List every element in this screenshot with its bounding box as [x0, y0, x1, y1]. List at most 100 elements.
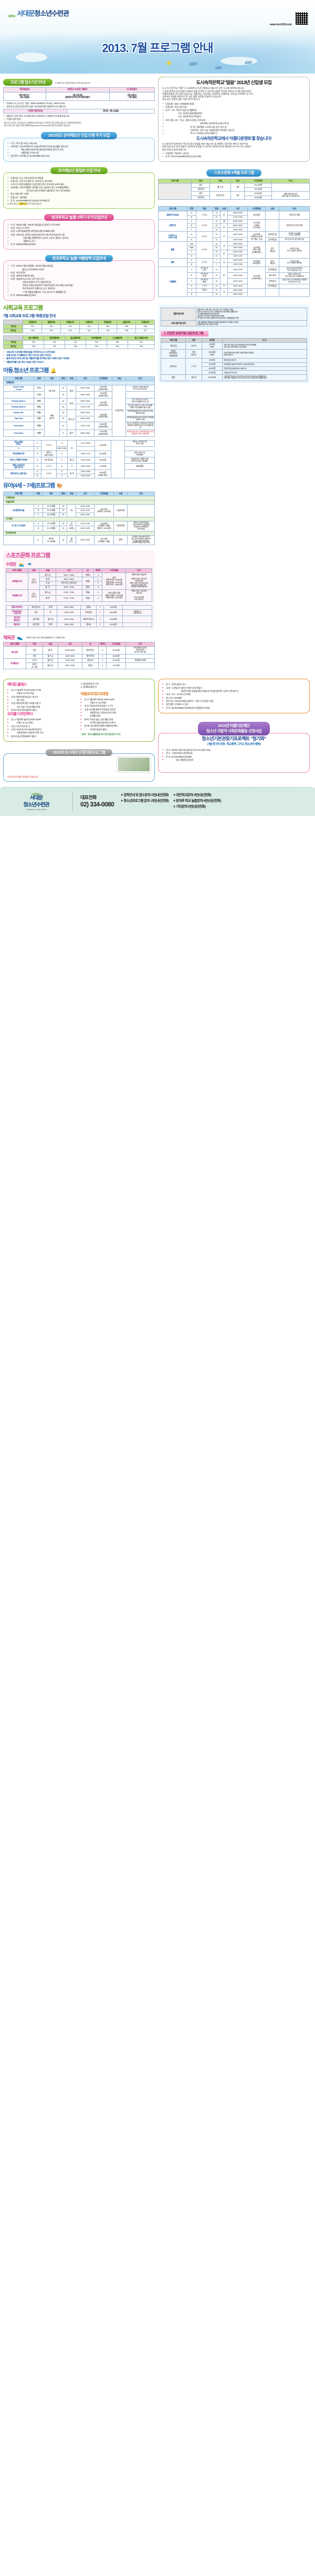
col-fee: 수강료(원) — [93, 491, 114, 497]
cell: 40,000원 — [94, 450, 112, 458]
col-weekly: 회(주) — [93, 568, 103, 574]
cell: 7/06 — [135, 324, 155, 330]
school-icon: 🔔 — [50, 367, 57, 373]
youa-recruit-section: 2013년도 유아체능단 신입 단원 추가 모집 — [3, 132, 155, 139]
fish-icon: 🐟 — [27, 562, 32, 566]
cell: 누구나 — [40, 439, 57, 451]
cook-menu-list: 3. 절임&통살르크라 4. 잡채밥&제란국 — [81, 682, 151, 688]
cell: 3 — [98, 653, 107, 659]
cell: 8 — [56, 469, 68, 475]
cell: 성인여성 — [27, 616, 45, 623]
col-target: 대상 — [191, 178, 210, 183]
cell: 8 — [56, 439, 68, 447]
cell: 7/03 — [106, 340, 128, 345]
table-group-row: 자기표현 — [3, 516, 155, 522]
cell: 아동 청소년 — [185, 349, 202, 359]
neulpum2-item: 기 간 : 2013년 3월 ~ 2014년 2월 (월~금 방과후~오후 6:… — [7, 223, 151, 227]
social-edu-section: 사회교육 프로그램 — [3, 305, 155, 312]
cell: 목 — [220, 288, 228, 297]
table-row: B 8 15:00~15:50 — [3, 446, 155, 451]
col-program: 프로그램명 — [6, 568, 28, 574]
badge-line-2: 청소년 자발적 사회문화활동 선정사업 — [206, 728, 262, 733]
footer-menu-item[interactable]: 방과후 학교 늘품문의-4번(내선전화) — [174, 799, 221, 803]
item: (2개월 과정) — [81, 714, 151, 717]
cell: *성인 새벽,저녁A : 45,000원 새벽,저녁B : 42,000원 새벽… — [102, 573, 126, 590]
bottom-right-column: 장 소 : 강화나들길 7코스 내 용 : 디지털기기 줄이기 위한 규칙 만들… — [158, 677, 310, 773]
table-row: 뮤직줄넘기 누구나 월,수,금 15:00~15:50 줄넘기A 3 42,00… — [3, 658, 155, 670]
reception-section: 프로그램 접수기간 안내 ※ 아래의 접수기간에는 평일 20시까지 접수 받습… — [3, 79, 155, 86]
footer-menu-item[interactable]: 기타문의-5번(내선전화) — [174, 805, 221, 809]
cell: 30,000원 (교재비 별도) — [247, 266, 266, 289]
col-program: 프로그램명 — [3, 641, 27, 647]
cell: A — [33, 504, 43, 509]
cell: 레벨5 — [33, 421, 45, 431]
cell: 월,수,금 — [39, 573, 56, 578]
logo-name-1: 서대문 — [17, 9, 35, 17]
footer-menu-item[interactable]: 청소년프로그램 문의 -2번(내선전화) — [121, 799, 169, 803]
ns-item: 기 간 : 2013년 7월 22일(월) ~ 2013년 8월 16일(금) — [7, 264, 151, 268]
cell: 가정, 학교, 학습, 집구관계 문제의 정서적 어려움을 겪는 청소년 (위기… — [222, 342, 308, 350]
footer-menu-item[interactable]: 대안학교문의-3번(내선전화) — [174, 793, 221, 798]
cell: 10 — [212, 223, 221, 228]
cell: 15 — [59, 391, 67, 398]
table-row: 종강일 7/28 7/22 7/23 7/24 7/25 7/26 7/27 — [3, 329, 155, 334]
youa-recruit-item: 체능교육(수영,인라인,발레,유아체육), 방과 후 교육 — [7, 148, 151, 151]
cell: 175,000원 (교재비 별도) — [93, 430, 113, 437]
item: 영어회화, 성교육/의사소통 교육 등 — [162, 122, 306, 125]
cell: 32~40개월 — [42, 508, 60, 513]
cell: 7/24 — [79, 329, 99, 334]
cell: 마음이 따뜻해지는 미술테라피 — [160, 349, 186, 359]
cell: 10:00~10:50 — [227, 250, 248, 255]
social-edu-table-2: 월,수(월8회) 월,목(월8회) 월,금(월8회) 화,목(월8회) 수,금(… — [3, 335, 155, 350]
bottom-columns: 베이킹 클래스 일 시: 7월 매주 토요일 15:00~17:00 (7월 6… — [3, 677, 312, 782]
cell: 응목근구 일 육신독상한 스턴지 과정의 교구를 통해 아이들의 소근육활동적 … — [127, 520, 155, 531]
footer-menu-item[interactable]: 강좌안내 및 접수문의-1번(내선전화) — [121, 793, 169, 798]
cell: B — [186, 292, 196, 297]
label: 강좌안내 및 접수문의-1번(내선전화) — [123, 793, 169, 797]
cell: Bass — [186, 246, 196, 251]
table-row: 가임여성 113,000원 — [159, 195, 310, 200]
col-class: 반명 — [33, 491, 43, 497]
qr-code-icon[interactable] — [295, 12, 309, 25]
table-row: 심리검사 누구나 5,000원 문장완성검사(SCT) — [160, 357, 308, 375]
cell-room: 음악예능실 — [265, 237, 280, 242]
cell: 19:30~20:20 — [227, 284, 248, 289]
youthday-badge: 2013년 유스데이 운영지원프로그램 — [45, 749, 113, 757]
foundation-card: 청소년기본권찾기프로젝트 "청기와" (7월 청기와 포럼 - 학교폭력, 그리… — [158, 732, 310, 773]
table-row: 개강일 7/07 7/01 7/02 7/03 7/04 7/05 7/06 — [3, 324, 155, 330]
activity-photo — [117, 757, 151, 773]
col-lesson: 강습 — [230, 178, 245, 183]
youa-allday-item: 교육내용 : 자유선택활동 / 영역별 수업 / 성장요가 및 스포츠활동(예정… — [7, 186, 151, 189]
counsel-title: 1. 건강한 성장지원 상담프로그램 — [161, 331, 209, 336]
item: 청소년활동팀 정성욱 — [162, 759, 306, 761]
cell-room: 오감만족실 — [112, 384, 127, 437]
cell: 수 — [220, 231, 228, 242]
cell: 10:10~10:50 — [76, 535, 94, 546]
col-monthu: 월,목(월8회) — [44, 335, 66, 341]
cell: 14:00~14:50 — [57, 609, 81, 617]
col-time: 시간 — [57, 641, 82, 647]
cell: 레벨3 — [33, 410, 45, 416]
sports3m-section: 스포츠문화 3개월 프로그램 — [158, 169, 310, 177]
gym-table: 프로그램명 대상 요일 시간 반 회(주) 수강료(원) 비고 배드민턴 성인 … — [3, 641, 155, 670]
item: 프로그램 소개 : - 학 습 : 검정고시특강, 진로교육, — [162, 119, 306, 122]
cell: (초등수강생) 누구나 함께 배우는 우쿨렐레 (일상적인 단기간 과) — [279, 278, 310, 285]
cell: 월, 수는 외국인강사, 외국인강사 기초수업 성취하여 개설되며 외국인 수업… — [125, 421, 155, 431]
note: 클래식/성인 피아노(화·목), 재활영어(월·목·화목) 개강 7/4(목)~… — [3, 357, 155, 360]
footer-menu-right: 대안학교문의-3번(내선전화) 방과후 학교 늘품문의-4번(내선전화) 기타문… — [174, 793, 221, 811]
cloud-decor — [16, 53, 47, 62]
cell-program: 밸리댄스 — [6, 622, 28, 627]
cell: 06:00 ~ 06:50 — [55, 577, 82, 582]
cell-program: 우쿨렐레 — [158, 266, 187, 297]
website-url[interactable]: www.fun1318.or.kr — [269, 23, 292, 26]
table-row: B 6세~청소년 (초급) 12 13:00~13:50 제2~창의 개인음~초… — [159, 272, 310, 279]
table-row: 므니드니 키즈짐프 A 13~20개월 15 목 (주1~ 8/2회) 11:0… — [3, 520, 155, 531]
cell: 45,000원 — [94, 457, 112, 464]
col-program: 프로그램 — [158, 206, 187, 211]
infant-table: 프로그램 반명 대상 정원 요일 시간 수강료(원) 교실 비고 국제화/한경 … — [3, 491, 155, 546]
cell: 초등 — [26, 653, 43, 659]
cell: 18:00~18:50 — [227, 241, 248, 247]
cell: 10 — [212, 254, 221, 259]
reception-val-1: 6월 25일 (화) (방문접수만가능,인터넷접수불가) — [45, 91, 110, 101]
cell: C — [33, 512, 43, 517]
